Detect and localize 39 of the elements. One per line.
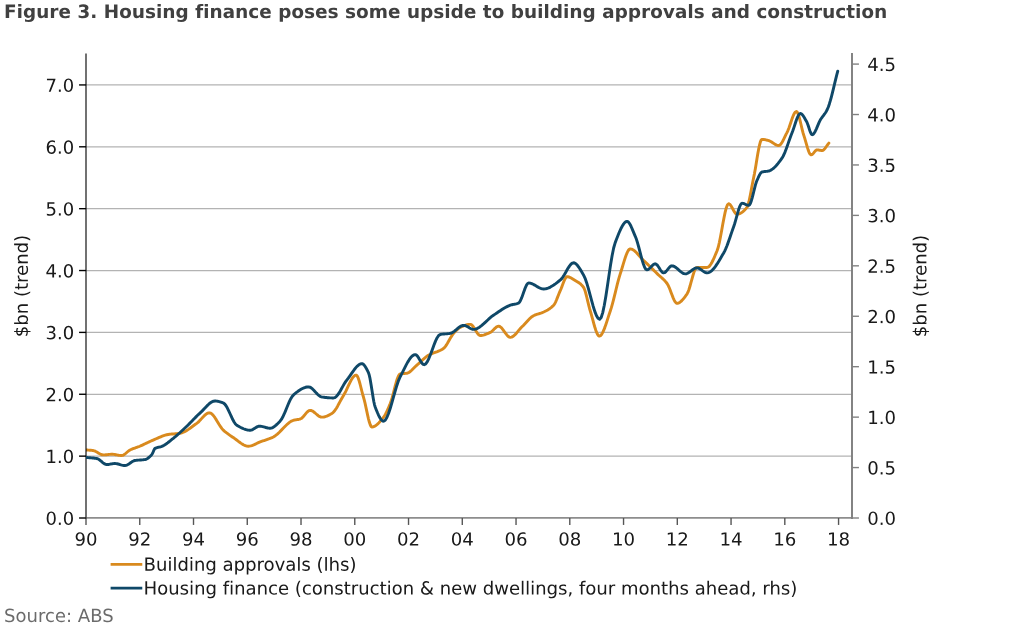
x-tick-label: 12 (667, 532, 687, 546)
x-tick-label: 18 (829, 532, 849, 546)
y2-tick-label: 4.0 (868, 107, 895, 122)
x-tick-label: 14 (721, 532, 742, 546)
y2-axis-title: $bn (trend) (912, 236, 930, 336)
x-tick-label: 16 (775, 532, 796, 546)
x-tick-label: 94 (183, 532, 204, 546)
y2-tick-label: 0.0 (868, 511, 895, 526)
y-axis-title: $bn (trend) (14, 236, 31, 336)
y2-tick-label: 2.0 (868, 309, 895, 324)
x-tick-label: 98 (290, 532, 312, 546)
y-tick-label: 6.0 (46, 140, 73, 154)
chart-title: Figure 3. Housing finance poses some upside to building approvals and construction (5, 3, 886, 23)
y2-tick-label: 1.0 (869, 410, 895, 425)
x-tick-label: 90 (75, 532, 97, 546)
x-tick-label: 10 (614, 532, 634, 546)
x-tick-label: 92 (129, 532, 150, 546)
y2-tick-label: 4.5 (868, 57, 895, 72)
legend-label: Housing finance (construction & new dwellings, four months ahead, rhs) (145, 580, 796, 599)
x-tick-label: 08 (559, 532, 581, 546)
y-tick-label: 5.0 (46, 202, 73, 216)
y-tick-label: 3.0 (46, 325, 73, 340)
x-tick-label: 06 (505, 532, 527, 546)
x-tick-label: 96 (236, 532, 258, 546)
x-tick-label: 02 (398, 532, 419, 546)
y2-tick-label: 0.5 (868, 461, 895, 475)
x-tick-label: 04 (451, 532, 473, 546)
y-tick-label: 1.0 (47, 449, 73, 464)
y-tick-label: 7.0 (46, 78, 73, 93)
source-note: Source: ABS (5, 608, 113, 623)
x-tick-label: 00 (344, 532, 366, 546)
y-tick-label: 4.0 (46, 263, 73, 278)
y2-tick-label: 3.5 (868, 158, 895, 173)
y-tick-label: 0.0 (46, 511, 73, 526)
y2-tick-label: 3.0 (868, 208, 895, 223)
y-tick-label: 2.0 (46, 387, 73, 402)
y2-tick-label: 1.5 (869, 360, 895, 374)
legend-label: Building approvals (lhs) (145, 557, 355, 575)
y2-tick-label: 2.5 (868, 259, 895, 273)
